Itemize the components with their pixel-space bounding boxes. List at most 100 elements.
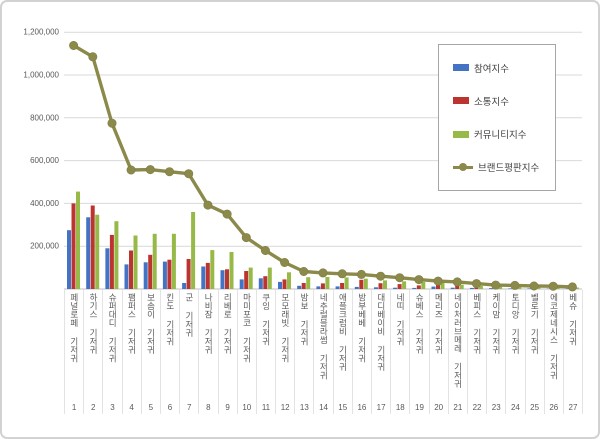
category-column: 나비잠 기저귀 8 bbox=[198, 290, 217, 414]
category-label: 베피스 기저귀 bbox=[472, 293, 482, 354]
category-rank: 18 bbox=[395, 403, 405, 412]
category-column: 네띠 기저귀 18 bbox=[390, 290, 409, 414]
legend-line-marker-icon bbox=[453, 162, 473, 172]
legend-swatch-icon bbox=[453, 64, 469, 72]
category-column: 슈베스 기저귀 19 bbox=[409, 290, 428, 414]
category-label: 하기스 기저귀 bbox=[89, 293, 98, 354]
legend-item-participation-index: 참여지수 bbox=[453, 61, 551, 75]
category-label: 마미포코 기저귀 bbox=[242, 293, 252, 363]
category-label: 네추럴블라썸 기저귀 bbox=[319, 293, 328, 380]
bar-series-community-index bbox=[76, 191, 579, 289]
category-rank: 25 bbox=[530, 403, 540, 412]
category-column: 애플크럼비 기저귀 15 bbox=[332, 290, 352, 414]
category-column: 리베로 기저귀 9 bbox=[217, 290, 237, 414]
category-rank: 7 bbox=[186, 403, 192, 412]
svg-text:1,200,000: 1,200,000 bbox=[23, 28, 59, 37]
category-label: 밤보 기저귀 bbox=[300, 293, 309, 346]
svg-text:800,000: 800,000 bbox=[30, 113, 59, 122]
legend-item-community-index: 커뮤니티지수 bbox=[453, 127, 551, 141]
legend-label: 브랜드평판지수 bbox=[478, 163, 540, 175]
category-column: 팸퍼스 기저귀 4 bbox=[121, 290, 141, 414]
category-rank: 4 bbox=[129, 403, 134, 412]
category-rank: 27 bbox=[568, 403, 578, 412]
svg-text:600,000: 600,000 bbox=[30, 156, 59, 165]
category-label: 대디베이비 기저귀 bbox=[376, 293, 386, 371]
line-series-brand-reputation-index bbox=[69, 40, 577, 292]
category-rank: 24 bbox=[510, 403, 520, 412]
category-label: 애플크럼비 기저귀 bbox=[338, 293, 347, 371]
category-rank: 26 bbox=[549, 403, 559, 412]
category-label: 토디앙 기저귀 bbox=[511, 293, 520, 354]
legend-label: 커뮤니티지수 bbox=[474, 130, 527, 142]
category-rank: 2 bbox=[91, 403, 96, 412]
category-rank: 12 bbox=[280, 403, 290, 412]
category-label: 모모래빗 기저귀 bbox=[280, 293, 290, 363]
category-column: 베슈 기저귀 27 bbox=[562, 290, 582, 414]
category-rank: 22 bbox=[472, 403, 482, 412]
category-label: 메리즈 기저귀 bbox=[434, 293, 443, 354]
category-label: 케이맘 기저귀 bbox=[491, 293, 501, 354]
bar-series-participation-index bbox=[67, 217, 570, 290]
category-label: 팸퍼스 기저귀 bbox=[127, 293, 136, 354]
svg-text:400,000: 400,000 bbox=[30, 199, 59, 208]
svg-text:1,000,000: 1,000,000 bbox=[23, 71, 59, 80]
category-rank: 10 bbox=[242, 403, 252, 412]
legend-label: 소통지수 bbox=[474, 96, 509, 108]
category-column: 에코제네시스 기저귀 26 bbox=[543, 290, 563, 414]
category-label: 페널로페 기저귀 bbox=[69, 293, 79, 363]
legend-swatch-icon bbox=[453, 97, 469, 105]
category-column: 마미포코 기저귀 10 bbox=[236, 290, 256, 414]
category-column: 베피스 기저귀 22 bbox=[466, 290, 486, 414]
category-column: 밤부베베 기저귀 16 bbox=[351, 290, 371, 414]
category-label: 벨로기 기저귀 bbox=[530, 293, 539, 354]
category-label: 리베로 기저귀 bbox=[223, 293, 232, 354]
category-column: 토디앙 기저귀 24 bbox=[505, 290, 524, 414]
category-column: 군 기저귀 7 bbox=[179, 290, 198, 414]
category-label: 나비잠 기저귀 bbox=[204, 293, 213, 354]
category-column: 보솜이 기저귀 5 bbox=[140, 290, 160, 414]
category-label: 슈퍼대디 기저귀 bbox=[108, 293, 117, 363]
category-column: 킨도 기저귀 6 bbox=[159, 290, 179, 414]
category-rank: 15 bbox=[338, 403, 348, 412]
category-rank: 8 bbox=[206, 403, 211, 412]
category-rank: 5 bbox=[148, 403, 154, 412]
category-rank: 20 bbox=[434, 403, 444, 412]
category-label: 베슈 기저귀 bbox=[568, 293, 578, 346]
legend-label: 참여지수 bbox=[474, 63, 509, 75]
category-label: 보솜이 기저귀 bbox=[146, 293, 156, 354]
y-axis-tick-labels: 1,200,000 1,000,000 800,000 600,000 400,000 2… bbox=[23, 28, 59, 251]
category-rank: 6 bbox=[167, 403, 173, 412]
category-column: 하기스 기저귀 2 bbox=[83, 290, 102, 414]
category-column: 페널로페 기저귀 1 bbox=[64, 290, 83, 414]
x-axis-labels: 페널로페 기저귀 1 하기스 기저귀 2 슈퍼대디 기저귀 3 팸퍼스 기저귀 4 보솜이 기저… bbox=[64, 290, 583, 414]
category-rank: 17 bbox=[376, 403, 386, 412]
svg-text:200,000: 200,000 bbox=[30, 242, 59, 251]
category-column: 대디베이비 기저귀 17 bbox=[371, 290, 390, 414]
category-rank: 19 bbox=[415, 403, 424, 412]
category-rank: 21 bbox=[453, 403, 463, 412]
category-column: 벨로기 기저귀 25 bbox=[524, 290, 544, 414]
category-column: 네이처러브메레 기저귀 21 bbox=[447, 290, 467, 414]
category-column: 밤보 기저귀 13 bbox=[294, 290, 313, 414]
category-label: 군 기저귀 bbox=[184, 293, 194, 337]
category-column: 네추럴블라썸 기저귀 14 bbox=[313, 290, 332, 414]
category-column: 쿠잉 기저귀 11 bbox=[255, 290, 275, 414]
category-label: 에코제네시스 기저귀 bbox=[549, 293, 559, 380]
category-column: 케이맘 기저귀 23 bbox=[486, 290, 505, 414]
category-rank: 16 bbox=[357, 403, 367, 412]
legend-item-brand-reputation-index: 브랜드평판지수 bbox=[453, 160, 551, 174]
legend-item-communication-index: 소통지수 bbox=[453, 94, 551, 108]
legend-swatch-icon bbox=[453, 130, 469, 138]
category-rank: 23 bbox=[491, 403, 501, 412]
category-label: 네띠 기저귀 bbox=[396, 293, 405, 346]
category-label: 네이처러브메레 기저귀 bbox=[453, 293, 463, 388]
bar-series-communication-index bbox=[71, 203, 575, 289]
category-label: 쿠잉 기저귀 bbox=[261, 293, 271, 346]
category-label: 슈베스 기저귀 bbox=[415, 293, 424, 354]
category-column: 메리즈 기저귀 20 bbox=[428, 290, 448, 414]
category-rank: 3 bbox=[110, 403, 115, 412]
category-column: 모모래빗 기저귀 12 bbox=[275, 290, 294, 414]
plot-area: 1,200,000 1,000,000 800,000 600,000 400,000 2… bbox=[23, 28, 582, 292]
category-label: 킨도 기저귀 bbox=[165, 293, 175, 346]
